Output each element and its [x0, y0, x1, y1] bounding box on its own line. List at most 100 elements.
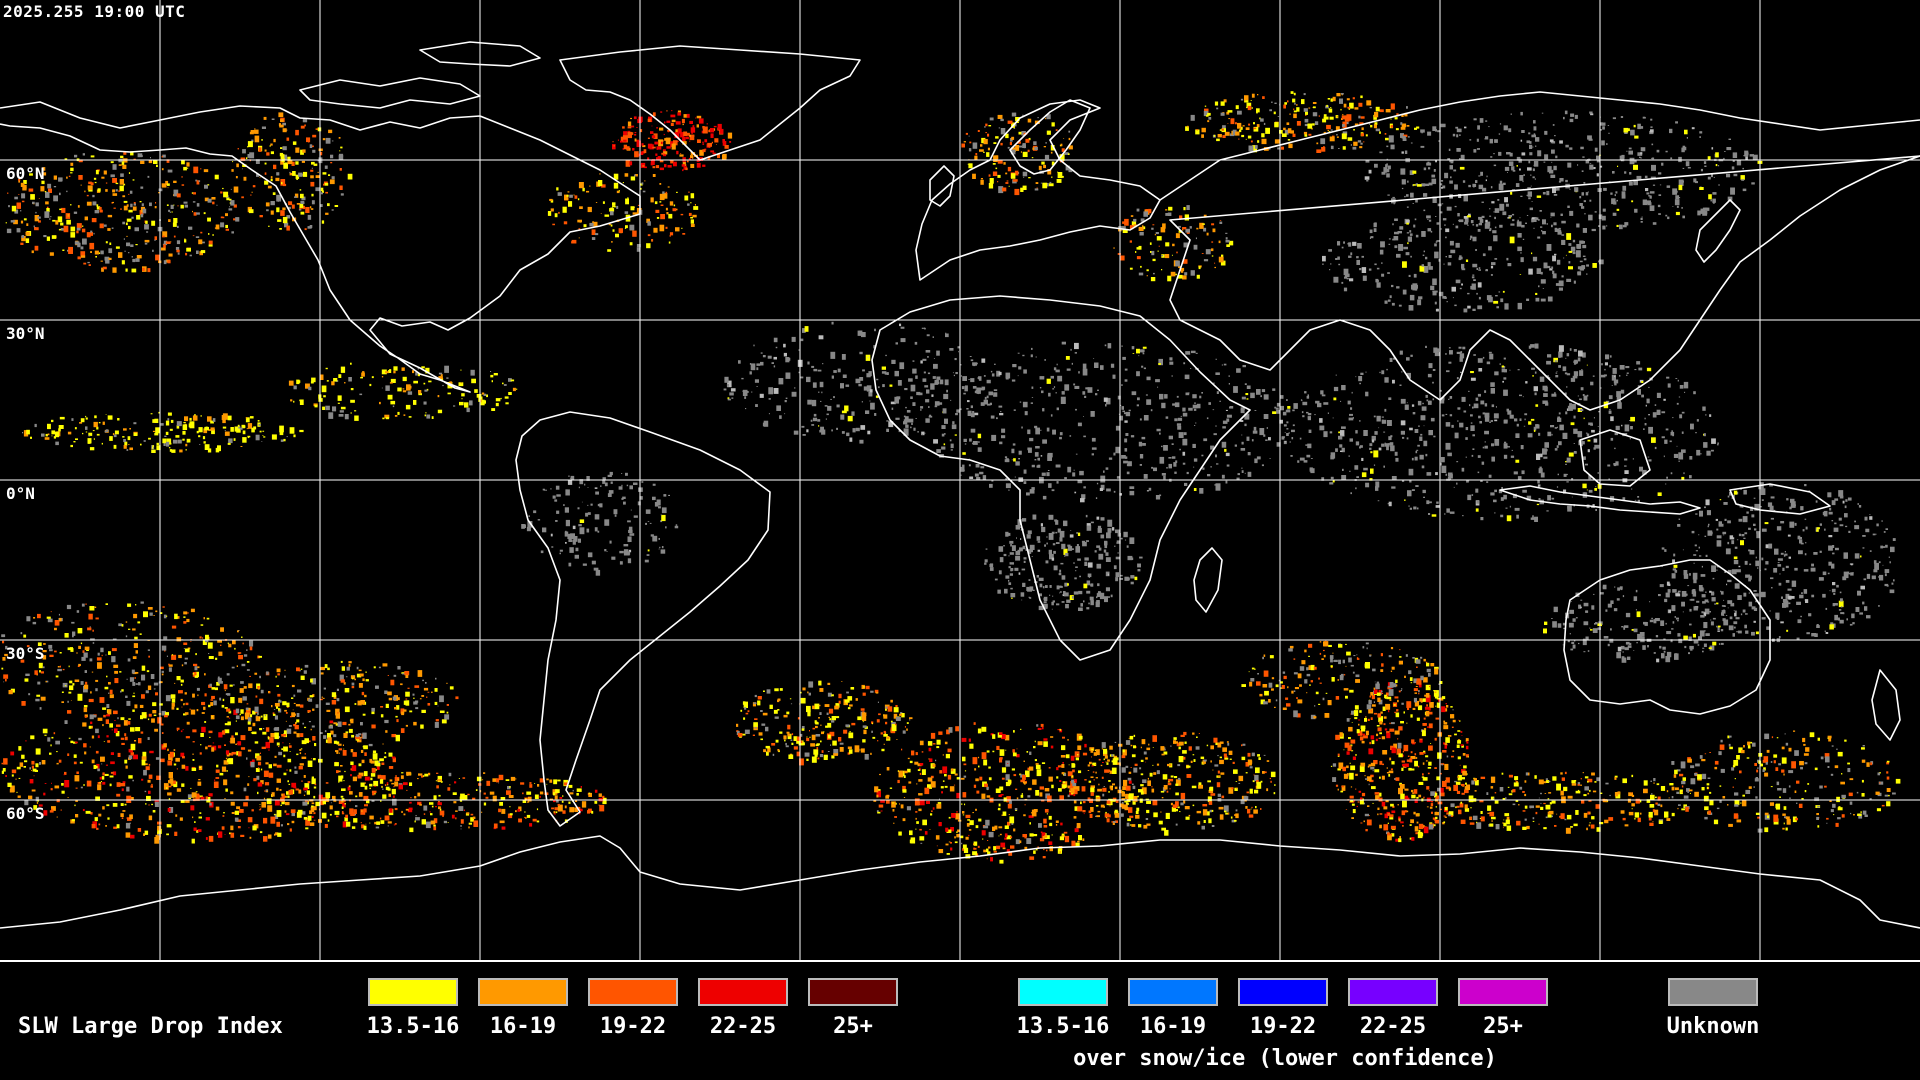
slw-pixel	[1353, 141, 1358, 146]
slw-pixel	[126, 204, 129, 207]
slw-pixel	[1381, 736, 1386, 740]
slw-pixel	[525, 798, 527, 800]
slw-pixel	[880, 732, 883, 735]
slw-pixel	[434, 688, 438, 692]
slw-pixel	[206, 617, 210, 620]
slw-pixel	[157, 833, 161, 836]
slw-pixel	[35, 763, 39, 768]
slw-pixel	[902, 789, 907, 793]
slw-pixel	[1438, 683, 1441, 685]
slw-pixel	[623, 131, 628, 138]
slw-pixel	[1570, 826, 1573, 828]
slw-pixel	[238, 655, 243, 660]
slw-pixel	[1391, 761, 1395, 765]
slw-pixel	[609, 208, 615, 212]
slw-pixel	[629, 224, 635, 231]
slw-pixel	[1230, 816, 1233, 819]
slw-pixel	[53, 195, 58, 202]
slw-pixel	[1465, 745, 1469, 750]
slw-pixel	[1273, 111, 1276, 115]
slw-pixel	[1577, 789, 1580, 792]
slw-pixel	[101, 176, 105, 179]
slw-pixel	[656, 146, 662, 150]
slw-pixel	[113, 664, 119, 668]
slw-pixel	[1020, 794, 1024, 798]
slw-pixel	[1794, 790, 1797, 793]
slw-pixel	[296, 733, 300, 738]
slw-pixel	[1185, 816, 1190, 820]
slw-pixel	[95, 617, 99, 620]
slw-pixel	[288, 201, 293, 206]
slw-pixel	[763, 749, 767, 753]
slw-pixel	[1254, 668, 1256, 670]
slw-pixel	[1634, 812, 1640, 818]
slw-pixel	[207, 642, 213, 649]
slw-pixel	[740, 709, 743, 712]
slw-pixel	[948, 816, 951, 819]
slw-pixel	[1195, 129, 1200, 135]
slw-pixel	[1327, 98, 1330, 100]
slw-pixel	[1178, 746, 1181, 750]
slw-pixel	[296, 178, 298, 180]
slw-pixel	[1771, 736, 1774, 739]
slw-pixel	[835, 703, 840, 708]
slw-pixel	[1418, 794, 1422, 798]
slw-pixel	[1352, 809, 1356, 814]
slw-pixel	[338, 748, 343, 751]
slw-pixel	[131, 216, 134, 219]
slw-pixel	[149, 612, 153, 616]
slw-pixel	[54, 177, 56, 179]
slw-pixel	[891, 724, 897, 732]
slw-pixel	[1114, 809, 1118, 812]
slw-pixel	[49, 649, 53, 652]
slw-pixel	[1335, 126, 1340, 131]
slw-pixel	[1246, 106, 1248, 109]
slw-pixel	[353, 818, 358, 823]
slw-pixel	[125, 222, 128, 226]
slw-pixel	[140, 731, 144, 734]
slw-pixel	[125, 695, 128, 698]
slw-pixel	[627, 121, 632, 127]
slw-pixel	[264, 149, 267, 152]
slw-pixel	[783, 714, 788, 718]
slw-pixel	[1444, 743, 1448, 746]
slw-pixel	[1522, 826, 1527, 830]
slw-pixel	[1457, 774, 1462, 781]
slw-pixel	[988, 846, 991, 849]
slw-pixel	[1259, 693, 1263, 697]
slw-pixel	[1354, 717, 1358, 720]
slw-pixel	[92, 642, 95, 644]
slw-pixel	[245, 795, 249, 801]
slw-pixel	[1062, 736, 1065, 739]
slw-pixel	[966, 823, 970, 827]
slw-pixel	[291, 684, 295, 688]
slw-pixel	[1108, 791, 1110, 793]
slw-pixel	[199, 812, 202, 814]
slw-pixel	[1383, 806, 1388, 810]
slw-pixel	[215, 657, 218, 660]
slw-pixel	[1139, 798, 1143, 803]
slw-pixel	[891, 801, 896, 808]
slw-pixel	[1624, 824, 1629, 827]
slw-pixel	[832, 740, 837, 746]
slw-pixel	[418, 773, 423, 776]
slw-pixel	[1446, 812, 1450, 815]
slw-pixel	[1433, 690, 1435, 692]
slw-pixel	[1448, 814, 1452, 817]
slw-pixel	[898, 831, 902, 836]
slw-pixel	[1087, 764, 1090, 767]
slw-pixel	[1328, 108, 1333, 113]
slw-pixel	[340, 765, 343, 767]
slw-pixel	[1604, 819, 1609, 824]
slw-pixel	[736, 723, 739, 727]
slw-pixel	[1132, 785, 1136, 790]
slw-pixel	[287, 758, 292, 763]
slw-pixel	[612, 229, 615, 232]
slw-pixel	[1264, 690, 1269, 696]
slw-pixel	[1222, 125, 1226, 130]
slw-pixel	[1132, 800, 1136, 805]
slw-pixel	[205, 817, 210, 821]
slw-pixel	[1103, 786, 1105, 787]
slw-pixel	[1249, 766, 1253, 769]
slw-pixel	[1335, 696, 1340, 700]
